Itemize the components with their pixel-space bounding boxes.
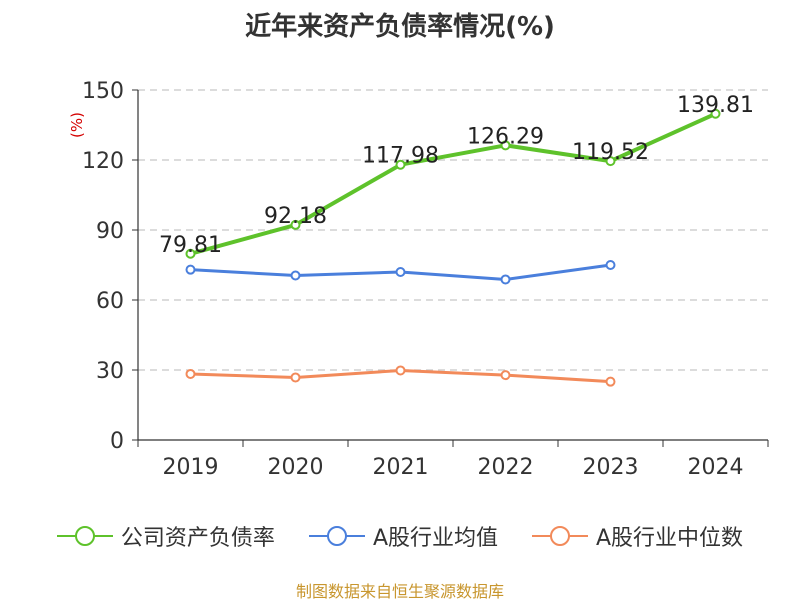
y-tick-label: 90 bbox=[96, 219, 124, 244]
x-tick-label: 2021 bbox=[373, 455, 429, 480]
legend-marker-icon bbox=[56, 526, 113, 546]
y-tick-label: 30 bbox=[96, 359, 124, 384]
series-line bbox=[189, 111, 717, 256]
data-point bbox=[395, 267, 406, 277]
data-point bbox=[605, 156, 616, 167]
data-point bbox=[710, 108, 721, 119]
legend-item: A股行业均值 bbox=[308, 520, 498, 552]
legend-label: A股行业中位数 bbox=[596, 526, 744, 551]
data-point bbox=[500, 274, 511, 285]
legend-label: A股行业均值 bbox=[372, 526, 498, 551]
data-label: 79.81 bbox=[159, 233, 222, 258]
data-point bbox=[395, 365, 406, 376]
data-point bbox=[290, 270, 301, 281]
legend-marker-icon bbox=[532, 526, 588, 546]
x-tick-label: 2020 bbox=[268, 455, 324, 480]
x-tick-label: 2024 bbox=[688, 455, 744, 480]
y-tick-label: 120 bbox=[82, 149, 124, 174]
data-label: 126.29 bbox=[467, 124, 544, 149]
legend-item: 公司资产负债率 bbox=[56, 520, 275, 552]
data-point bbox=[605, 376, 616, 387]
x-tick-label: 2022 bbox=[478, 455, 534, 480]
data-point bbox=[185, 248, 196, 259]
chart-title: 近年来资产负债率情况(%) bbox=[245, 12, 555, 42]
data-point bbox=[500, 370, 511, 381]
x-tick-label: 2023 bbox=[583, 455, 639, 480]
y-tick-label: 0 bbox=[110, 429, 124, 454]
legend-label: 公司资产负债率 bbox=[120, 526, 275, 551]
data-label: 139.81 bbox=[677, 93, 754, 118]
y-axis-label: (%) bbox=[68, 112, 86, 138]
x-tick-label: 2019 bbox=[163, 455, 219, 480]
data-point bbox=[185, 368, 196, 379]
data-label: 119.52 bbox=[572, 140, 649, 165]
y-tick-label: 150 bbox=[82, 79, 124, 104]
data-point bbox=[290, 219, 301, 230]
source-note: 制图数据来自恒生聚源数据库 bbox=[295, 582, 504, 601]
data-point bbox=[605, 260, 616, 270]
data-point bbox=[185, 264, 196, 275]
data-point bbox=[290, 372, 301, 383]
data-label: 92.18 bbox=[264, 204, 327, 229]
data-point bbox=[395, 159, 406, 170]
legend-marker-icon bbox=[308, 526, 365, 546]
data-point bbox=[500, 140, 511, 151]
chart-legend: 公司资产负债率 A股行业均值 A股行业中位数 bbox=[0, 518, 800, 554]
data-label: 117.98 bbox=[362, 144, 439, 169]
legend-item: A股行业中位数 bbox=[532, 520, 743, 552]
y-tick-label: 60 bbox=[96, 289, 124, 314]
